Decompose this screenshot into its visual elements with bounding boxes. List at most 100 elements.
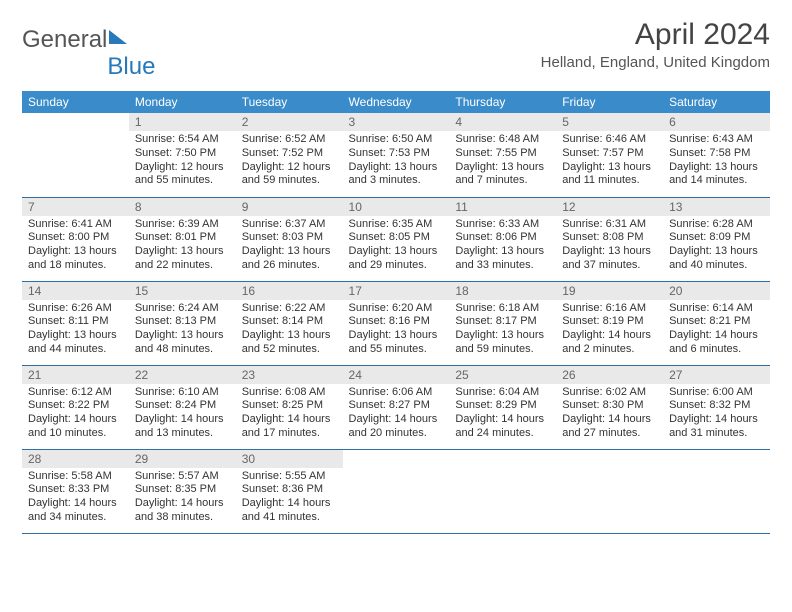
day-number: 29 bbox=[129, 450, 236, 468]
day-number: 1 bbox=[129, 113, 236, 131]
day-number: 24 bbox=[343, 366, 450, 384]
day-cell: 27Sunrise: 6:00 AMSunset: 8:32 PMDayligh… bbox=[663, 365, 770, 449]
day-cell: 23Sunrise: 6:08 AMSunset: 8:25 PMDayligh… bbox=[236, 365, 343, 449]
day-cell: 15Sunrise: 6:24 AMSunset: 8:13 PMDayligh… bbox=[129, 281, 236, 365]
day-text: Sunrise: 6:10 AMSunset: 8:24 PMDaylight:… bbox=[129, 384, 236, 445]
day-number: 9 bbox=[236, 198, 343, 216]
day-number: 3 bbox=[343, 113, 450, 131]
title-block: April 2024 Helland, England, United King… bbox=[541, 18, 770, 71]
day-cell: 17Sunrise: 6:20 AMSunset: 8:16 PMDayligh… bbox=[343, 281, 450, 365]
day-text: Sunrise: 6:39 AMSunset: 8:01 PMDaylight:… bbox=[129, 216, 236, 277]
empty-cell: 0 bbox=[343, 449, 450, 533]
day-number: 2 bbox=[236, 113, 343, 131]
day-number: 10 bbox=[343, 198, 450, 216]
day-text: Sunrise: 6:00 AMSunset: 8:32 PMDaylight:… bbox=[663, 384, 770, 445]
day-text: Sunrise: 6:35 AMSunset: 8:05 PMDaylight:… bbox=[343, 216, 450, 277]
day-text: Sunrise: 6:41 AMSunset: 8:00 PMDaylight:… bbox=[22, 216, 129, 277]
day-number: 20 bbox=[663, 282, 770, 300]
day-cell: 30Sunrise: 5:55 AMSunset: 8:36 PMDayligh… bbox=[236, 449, 343, 533]
day-number: 21 bbox=[22, 366, 129, 384]
day-cell: 24Sunrise: 6:06 AMSunset: 8:27 PMDayligh… bbox=[343, 365, 450, 449]
day-text bbox=[663, 468, 770, 474]
day-cell: 25Sunrise: 6:04 AMSunset: 8:29 PMDayligh… bbox=[449, 365, 556, 449]
weekday-row: SundayMondayTuesdayWednesdayThursdayFrid… bbox=[22, 91, 770, 113]
day-cell: 19Sunrise: 6:16 AMSunset: 8:19 PMDayligh… bbox=[556, 281, 663, 365]
day-cell: 11Sunrise: 6:33 AMSunset: 8:06 PMDayligh… bbox=[449, 197, 556, 281]
day-cell: 1Sunrise: 6:54 AMSunset: 7:50 PMDaylight… bbox=[129, 113, 236, 197]
day-text bbox=[22, 131, 129, 137]
day-cell: 28Sunrise: 5:58 AMSunset: 8:33 PMDayligh… bbox=[22, 449, 129, 533]
day-number: 25 bbox=[449, 366, 556, 384]
day-text bbox=[343, 468, 450, 474]
day-text: Sunrise: 6:06 AMSunset: 8:27 PMDaylight:… bbox=[343, 384, 450, 445]
empty-cell: 0 bbox=[449, 449, 556, 533]
day-number: 28 bbox=[22, 450, 129, 468]
day-text: Sunrise: 6:26 AMSunset: 8:11 PMDaylight:… bbox=[22, 300, 129, 361]
day-text: Sunrise: 6:46 AMSunset: 7:57 PMDaylight:… bbox=[556, 131, 663, 192]
day-cell: 9Sunrise: 6:37 AMSunset: 8:03 PMDaylight… bbox=[236, 197, 343, 281]
weekday-header: Wednesday bbox=[343, 91, 450, 113]
day-cell: 26Sunrise: 6:02 AMSunset: 8:30 PMDayligh… bbox=[556, 365, 663, 449]
day-cell: 22Sunrise: 6:10 AMSunset: 8:24 PMDayligh… bbox=[129, 365, 236, 449]
day-text bbox=[556, 468, 663, 474]
day-number: 23 bbox=[236, 366, 343, 384]
brand-part1: General bbox=[22, 26, 107, 54]
day-text: Sunrise: 5:57 AMSunset: 8:35 PMDaylight:… bbox=[129, 468, 236, 529]
day-text: Sunrise: 6:08 AMSunset: 8:25 PMDaylight:… bbox=[236, 384, 343, 445]
day-cell: 29Sunrise: 5:57 AMSunset: 8:35 PMDayligh… bbox=[129, 449, 236, 533]
day-text: Sunrise: 6:18 AMSunset: 8:17 PMDaylight:… bbox=[449, 300, 556, 361]
day-text: Sunrise: 6:16 AMSunset: 8:19 PMDaylight:… bbox=[556, 300, 663, 361]
day-cell: 6Sunrise: 6:43 AMSunset: 7:58 PMDaylight… bbox=[663, 113, 770, 197]
weekday-header: Monday bbox=[129, 91, 236, 113]
day-number: 16 bbox=[236, 282, 343, 300]
day-text: Sunrise: 6:54 AMSunset: 7:50 PMDaylight:… bbox=[129, 131, 236, 192]
day-cell: 12Sunrise: 6:31 AMSunset: 8:08 PMDayligh… bbox=[556, 197, 663, 281]
day-text: Sunrise: 5:55 AMSunset: 8:36 PMDaylight:… bbox=[236, 468, 343, 529]
day-cell: 16Sunrise: 6:22 AMSunset: 8:14 PMDayligh… bbox=[236, 281, 343, 365]
day-cell: 13Sunrise: 6:28 AMSunset: 8:09 PMDayligh… bbox=[663, 197, 770, 281]
calendar-row: 14Sunrise: 6:26 AMSunset: 8:11 PMDayligh… bbox=[22, 281, 770, 365]
day-number: 13 bbox=[663, 198, 770, 216]
day-cell: 4Sunrise: 6:48 AMSunset: 7:55 PMDaylight… bbox=[449, 113, 556, 197]
logo-triangle-icon bbox=[109, 30, 127, 44]
day-number: 27 bbox=[663, 366, 770, 384]
day-text: Sunrise: 6:31 AMSunset: 8:08 PMDaylight:… bbox=[556, 216, 663, 277]
day-cell: 8Sunrise: 6:39 AMSunset: 8:01 PMDaylight… bbox=[129, 197, 236, 281]
day-text: Sunrise: 6:20 AMSunset: 8:16 PMDaylight:… bbox=[343, 300, 450, 361]
location-text: Helland, England, United Kingdom bbox=[541, 54, 770, 71]
day-text: Sunrise: 6:04 AMSunset: 8:29 PMDaylight:… bbox=[449, 384, 556, 445]
weekday-header: Saturday bbox=[663, 91, 770, 113]
day-text: Sunrise: 6:02 AMSunset: 8:30 PMDaylight:… bbox=[556, 384, 663, 445]
day-number: 15 bbox=[129, 282, 236, 300]
day-text: Sunrise: 5:58 AMSunset: 8:33 PMDaylight:… bbox=[22, 468, 129, 529]
day-text: Sunrise: 6:50 AMSunset: 7:53 PMDaylight:… bbox=[343, 131, 450, 192]
day-number: 4 bbox=[449, 113, 556, 131]
day-number: 11 bbox=[449, 198, 556, 216]
empty-cell: 0 bbox=[663, 449, 770, 533]
calendar-head: SundayMondayTuesdayWednesdayThursdayFrid… bbox=[22, 91, 770, 113]
day-text: Sunrise: 6:24 AMSunset: 8:13 PMDaylight:… bbox=[129, 300, 236, 361]
day-text: Sunrise: 6:33 AMSunset: 8:06 PMDaylight:… bbox=[449, 216, 556, 277]
day-number: 19 bbox=[556, 282, 663, 300]
day-text: Sunrise: 6:14 AMSunset: 8:21 PMDaylight:… bbox=[663, 300, 770, 361]
day-text bbox=[449, 468, 556, 474]
day-text: Sunrise: 6:48 AMSunset: 7:55 PMDaylight:… bbox=[449, 131, 556, 192]
day-number: 5 bbox=[556, 113, 663, 131]
empty-cell: 0 bbox=[556, 449, 663, 533]
day-cell: 14Sunrise: 6:26 AMSunset: 8:11 PMDayligh… bbox=[22, 281, 129, 365]
day-text: Sunrise: 6:52 AMSunset: 7:52 PMDaylight:… bbox=[236, 131, 343, 192]
day-number: 22 bbox=[129, 366, 236, 384]
day-cell: 21Sunrise: 6:12 AMSunset: 8:22 PMDayligh… bbox=[22, 365, 129, 449]
day-number: 17 bbox=[343, 282, 450, 300]
day-number: 8 bbox=[129, 198, 236, 216]
calendar-body: 01Sunrise: 6:54 AMSunset: 7:50 PMDayligh… bbox=[22, 113, 770, 533]
day-cell: 5Sunrise: 6:46 AMSunset: 7:57 PMDaylight… bbox=[556, 113, 663, 197]
day-text: Sunrise: 6:22 AMSunset: 8:14 PMDaylight:… bbox=[236, 300, 343, 361]
day-number: 18 bbox=[449, 282, 556, 300]
day-cell: 10Sunrise: 6:35 AMSunset: 8:05 PMDayligh… bbox=[343, 197, 450, 281]
calendar-row: 7Sunrise: 6:41 AMSunset: 8:00 PMDaylight… bbox=[22, 197, 770, 281]
empty-cell: 0 bbox=[22, 113, 129, 197]
month-title: April 2024 bbox=[541, 18, 770, 52]
calendar-row: 28Sunrise: 5:58 AMSunset: 8:33 PMDayligh… bbox=[22, 449, 770, 533]
day-number: 7 bbox=[22, 198, 129, 216]
